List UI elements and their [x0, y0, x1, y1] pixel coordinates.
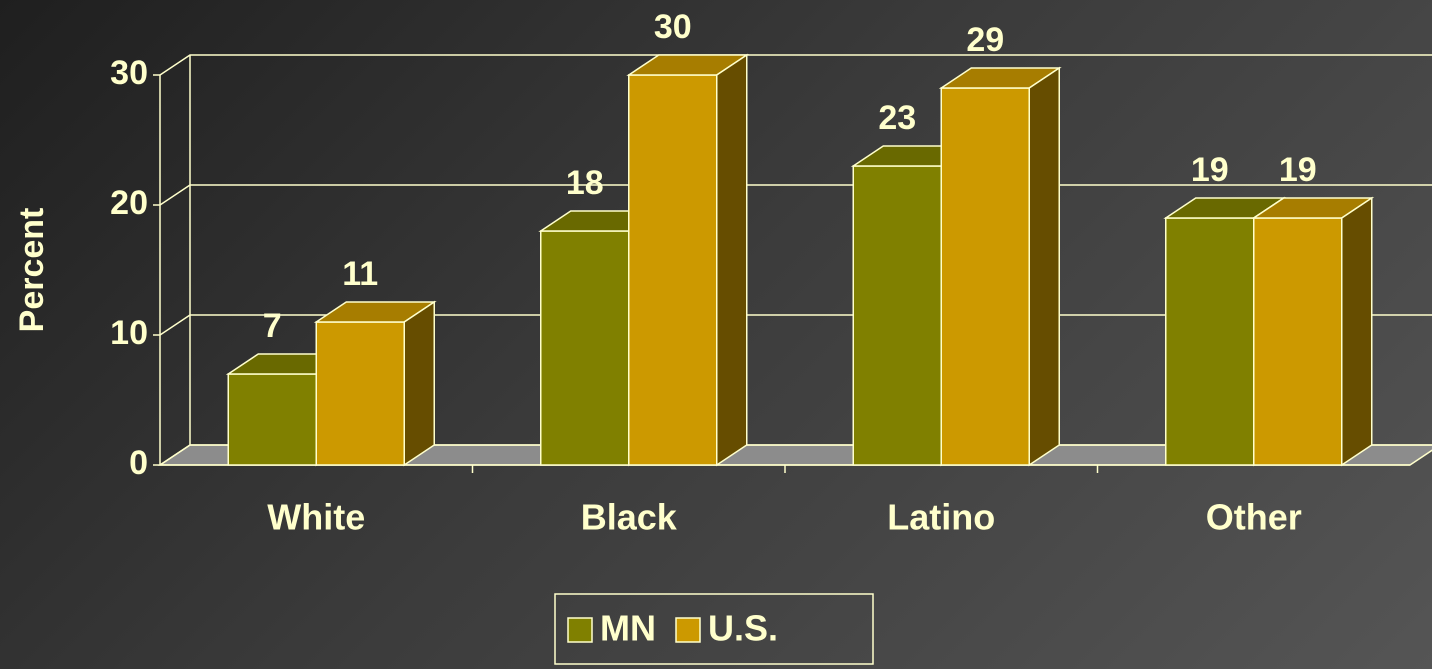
bar: [938, 66, 1062, 467]
y-tick-label: 30: [110, 54, 148, 92]
bar: [313, 300, 437, 467]
bar-side: [716, 53, 748, 467]
value-label: 29: [966, 21, 1004, 59]
x-tick-label: Latino: [887, 497, 995, 538]
bar-front: [852, 165, 942, 466]
legend-swatch: [567, 617, 593, 643]
x-tick-label: Other: [1206, 497, 1302, 538]
x-tick-label: Black: [581, 497, 678, 538]
legend-label: MN: [600, 608, 656, 649]
value-label: 19: [1279, 151, 1317, 189]
legend: MN U.S.: [554, 593, 874, 665]
bar-front: [315, 321, 405, 466]
y-tick-label: 20: [110, 184, 148, 222]
bar: [626, 53, 750, 467]
bar-front: [227, 373, 317, 466]
value-label: 11: [342, 255, 378, 293]
bar-front: [940, 87, 1030, 466]
bar-side: [1028, 66, 1060, 467]
bar-side: [403, 300, 435, 467]
legend-box: [554, 593, 874, 665]
bar-front: [1253, 217, 1343, 466]
x-tick-label: White: [267, 497, 365, 538]
y-tick-label: 10: [110, 314, 148, 352]
value-label: 19: [1191, 151, 1229, 189]
legend-swatch: [675, 617, 701, 643]
bar-front: [1165, 217, 1255, 466]
y-tick-label: 0: [129, 444, 148, 482]
bar-side: [1341, 196, 1373, 467]
legend-label: U.S.: [708, 608, 778, 649]
bar-front: [628, 74, 718, 466]
y-axis-label: Percent: [13, 208, 51, 333]
bar-front: [540, 230, 630, 466]
value-label: 18: [566, 164, 604, 202]
value-label: 23: [878, 99, 916, 137]
grid-line: [159, 54, 1432, 76]
value-label: 30: [654, 8, 692, 46]
bar: [1251, 196, 1375, 467]
value-label: 7: [263, 307, 282, 345]
